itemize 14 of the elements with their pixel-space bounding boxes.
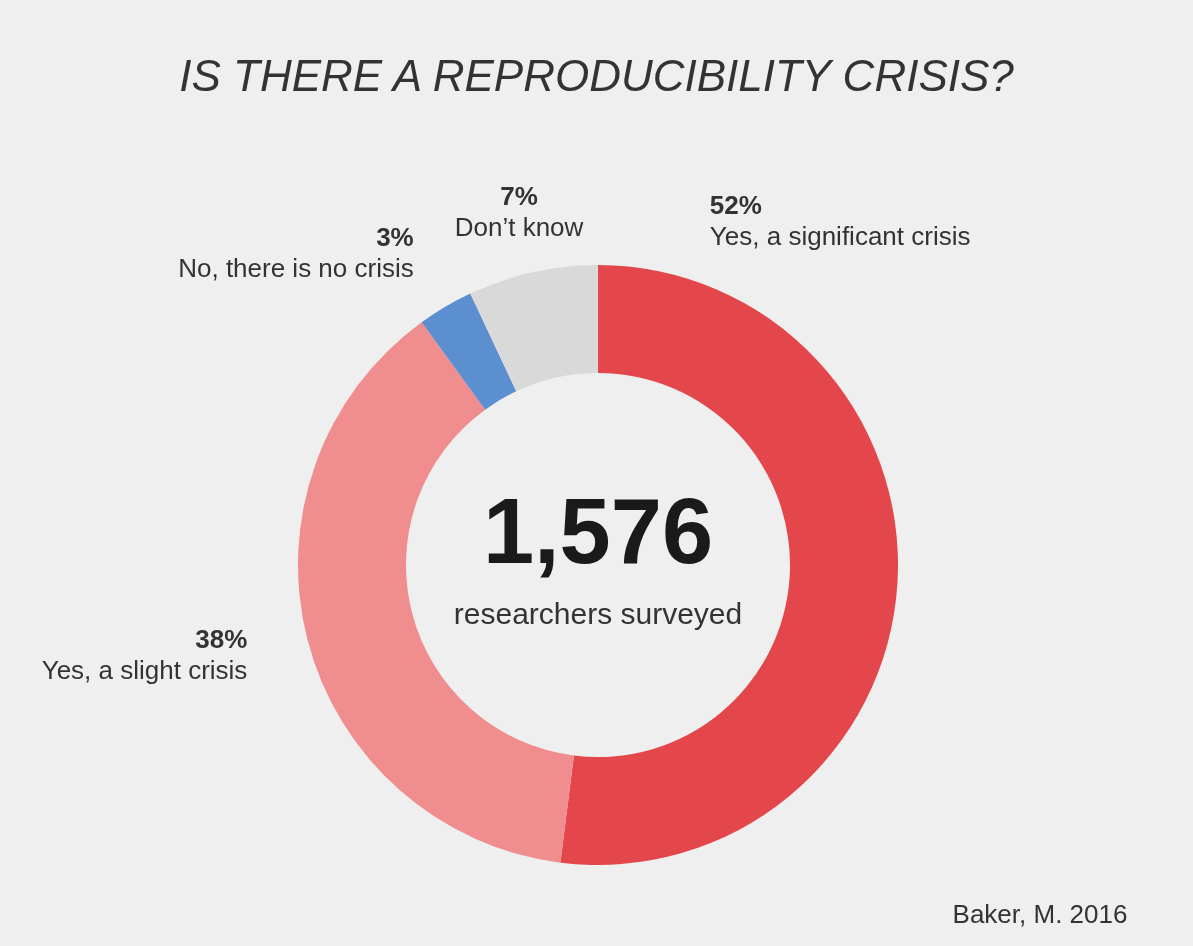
donut-slice	[470, 265, 598, 392]
data-label: 3%	[376, 222, 414, 253]
text: researchers surveyed	[453, 597, 743, 630]
text: 1,576	[482, 480, 714, 582]
donut-slice	[421, 293, 517, 410]
chart-title: IS THERE A REPRODUCIBILITY CRISIS?	[179, 51, 1015, 100]
data-label: 52%	[709, 189, 762, 220]
text: Baker, M. 2016	[952, 899, 1128, 929]
slice-label: Yes, a slight crisis	[41, 655, 248, 686]
slice-label: Don’t know	[454, 211, 584, 242]
slice-label: No, there is no crisis	[178, 253, 414, 284]
data-label: 38%	[195, 624, 248, 655]
data-label: 7%	[500, 180, 538, 211]
slice-label: Yes, a significant crisis	[709, 220, 971, 251]
